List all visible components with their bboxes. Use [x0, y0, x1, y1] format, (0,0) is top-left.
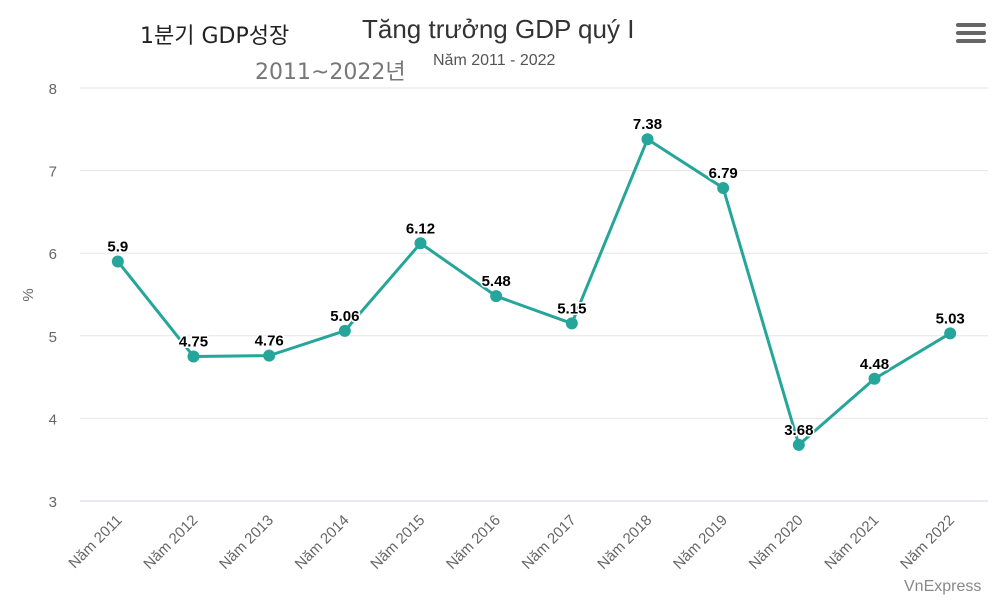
korean-subtitle: 2011~2022년: [255, 60, 406, 85]
data-point: [944, 327, 957, 340]
menu-bar-middle: [956, 31, 986, 35]
x-tick-label: Năm 2014: [292, 512, 353, 573]
y-tick-label: 5: [49, 329, 57, 346]
source-credit: VnExpress: [904, 578, 982, 595]
y-axis-title: %: [20, 288, 37, 301]
data-label: 4.76: [255, 333, 284, 350]
x-tick-label: Năm 2012: [140, 512, 201, 573]
chart-title: Tăng trưởng GDP quý I: [362, 14, 635, 44]
data-point: [868, 372, 881, 385]
x-tick-label: Năm 2016: [443, 512, 504, 573]
data-point: [263, 349, 276, 362]
x-tick-label: Năm 2015: [367, 512, 428, 573]
y-tick-label: 3: [49, 494, 57, 511]
data-label: 3.68: [784, 422, 813, 439]
x-tick-label: Năm 2011: [65, 512, 125, 572]
data-label: 5.06: [330, 308, 359, 325]
data-label: 6.79: [709, 165, 738, 182]
data-label: 7.38: [633, 116, 662, 133]
data-label: 4.48: [860, 356, 889, 373]
data-label: 5.03: [936, 310, 965, 327]
data-label: 4.75: [179, 333, 208, 350]
y-tick-label: 8: [49, 81, 57, 98]
series-line: [116, 137, 952, 447]
data-point: [490, 290, 503, 303]
chart-subtitle: Năm 2011 - 2022: [433, 52, 556, 69]
y-tick-label: 4: [49, 411, 57, 428]
data-point: [187, 350, 200, 363]
data-point: [111, 255, 124, 268]
data-label: 5.48: [482, 273, 511, 290]
x-tick-label: Năm 2022: [897, 512, 958, 573]
hamburger-menu-icon[interactable]: [956, 20, 986, 46]
data-point: [338, 324, 351, 337]
data-point: [565, 317, 578, 330]
data-label: 5.9: [107, 238, 128, 255]
y-tick-label: 6: [49, 246, 57, 263]
data-label: 6.12: [406, 220, 435, 237]
data-point: [717, 181, 730, 194]
menu-bar-bottom: [956, 39, 986, 43]
data-label: 5.15: [557, 300, 586, 317]
x-tick-label: Năm 2021: [821, 512, 882, 573]
data-point: [414, 237, 427, 250]
y-tick-label: 7: [49, 164, 57, 181]
data-point: [641, 133, 654, 146]
x-tick-label: Năm 2017: [519, 512, 580, 573]
korean-title: 1분기 GDP성장: [140, 24, 290, 49]
x-tick-label: Năm 2018: [594, 512, 655, 573]
menu-bar-top: [956, 23, 986, 27]
x-tick-label: Năm 2019: [670, 512, 731, 573]
x-tick-label: Năm 2013: [216, 512, 277, 573]
x-tick-label: Năm 2020: [746, 512, 807, 573]
data-point: [792, 438, 805, 451]
